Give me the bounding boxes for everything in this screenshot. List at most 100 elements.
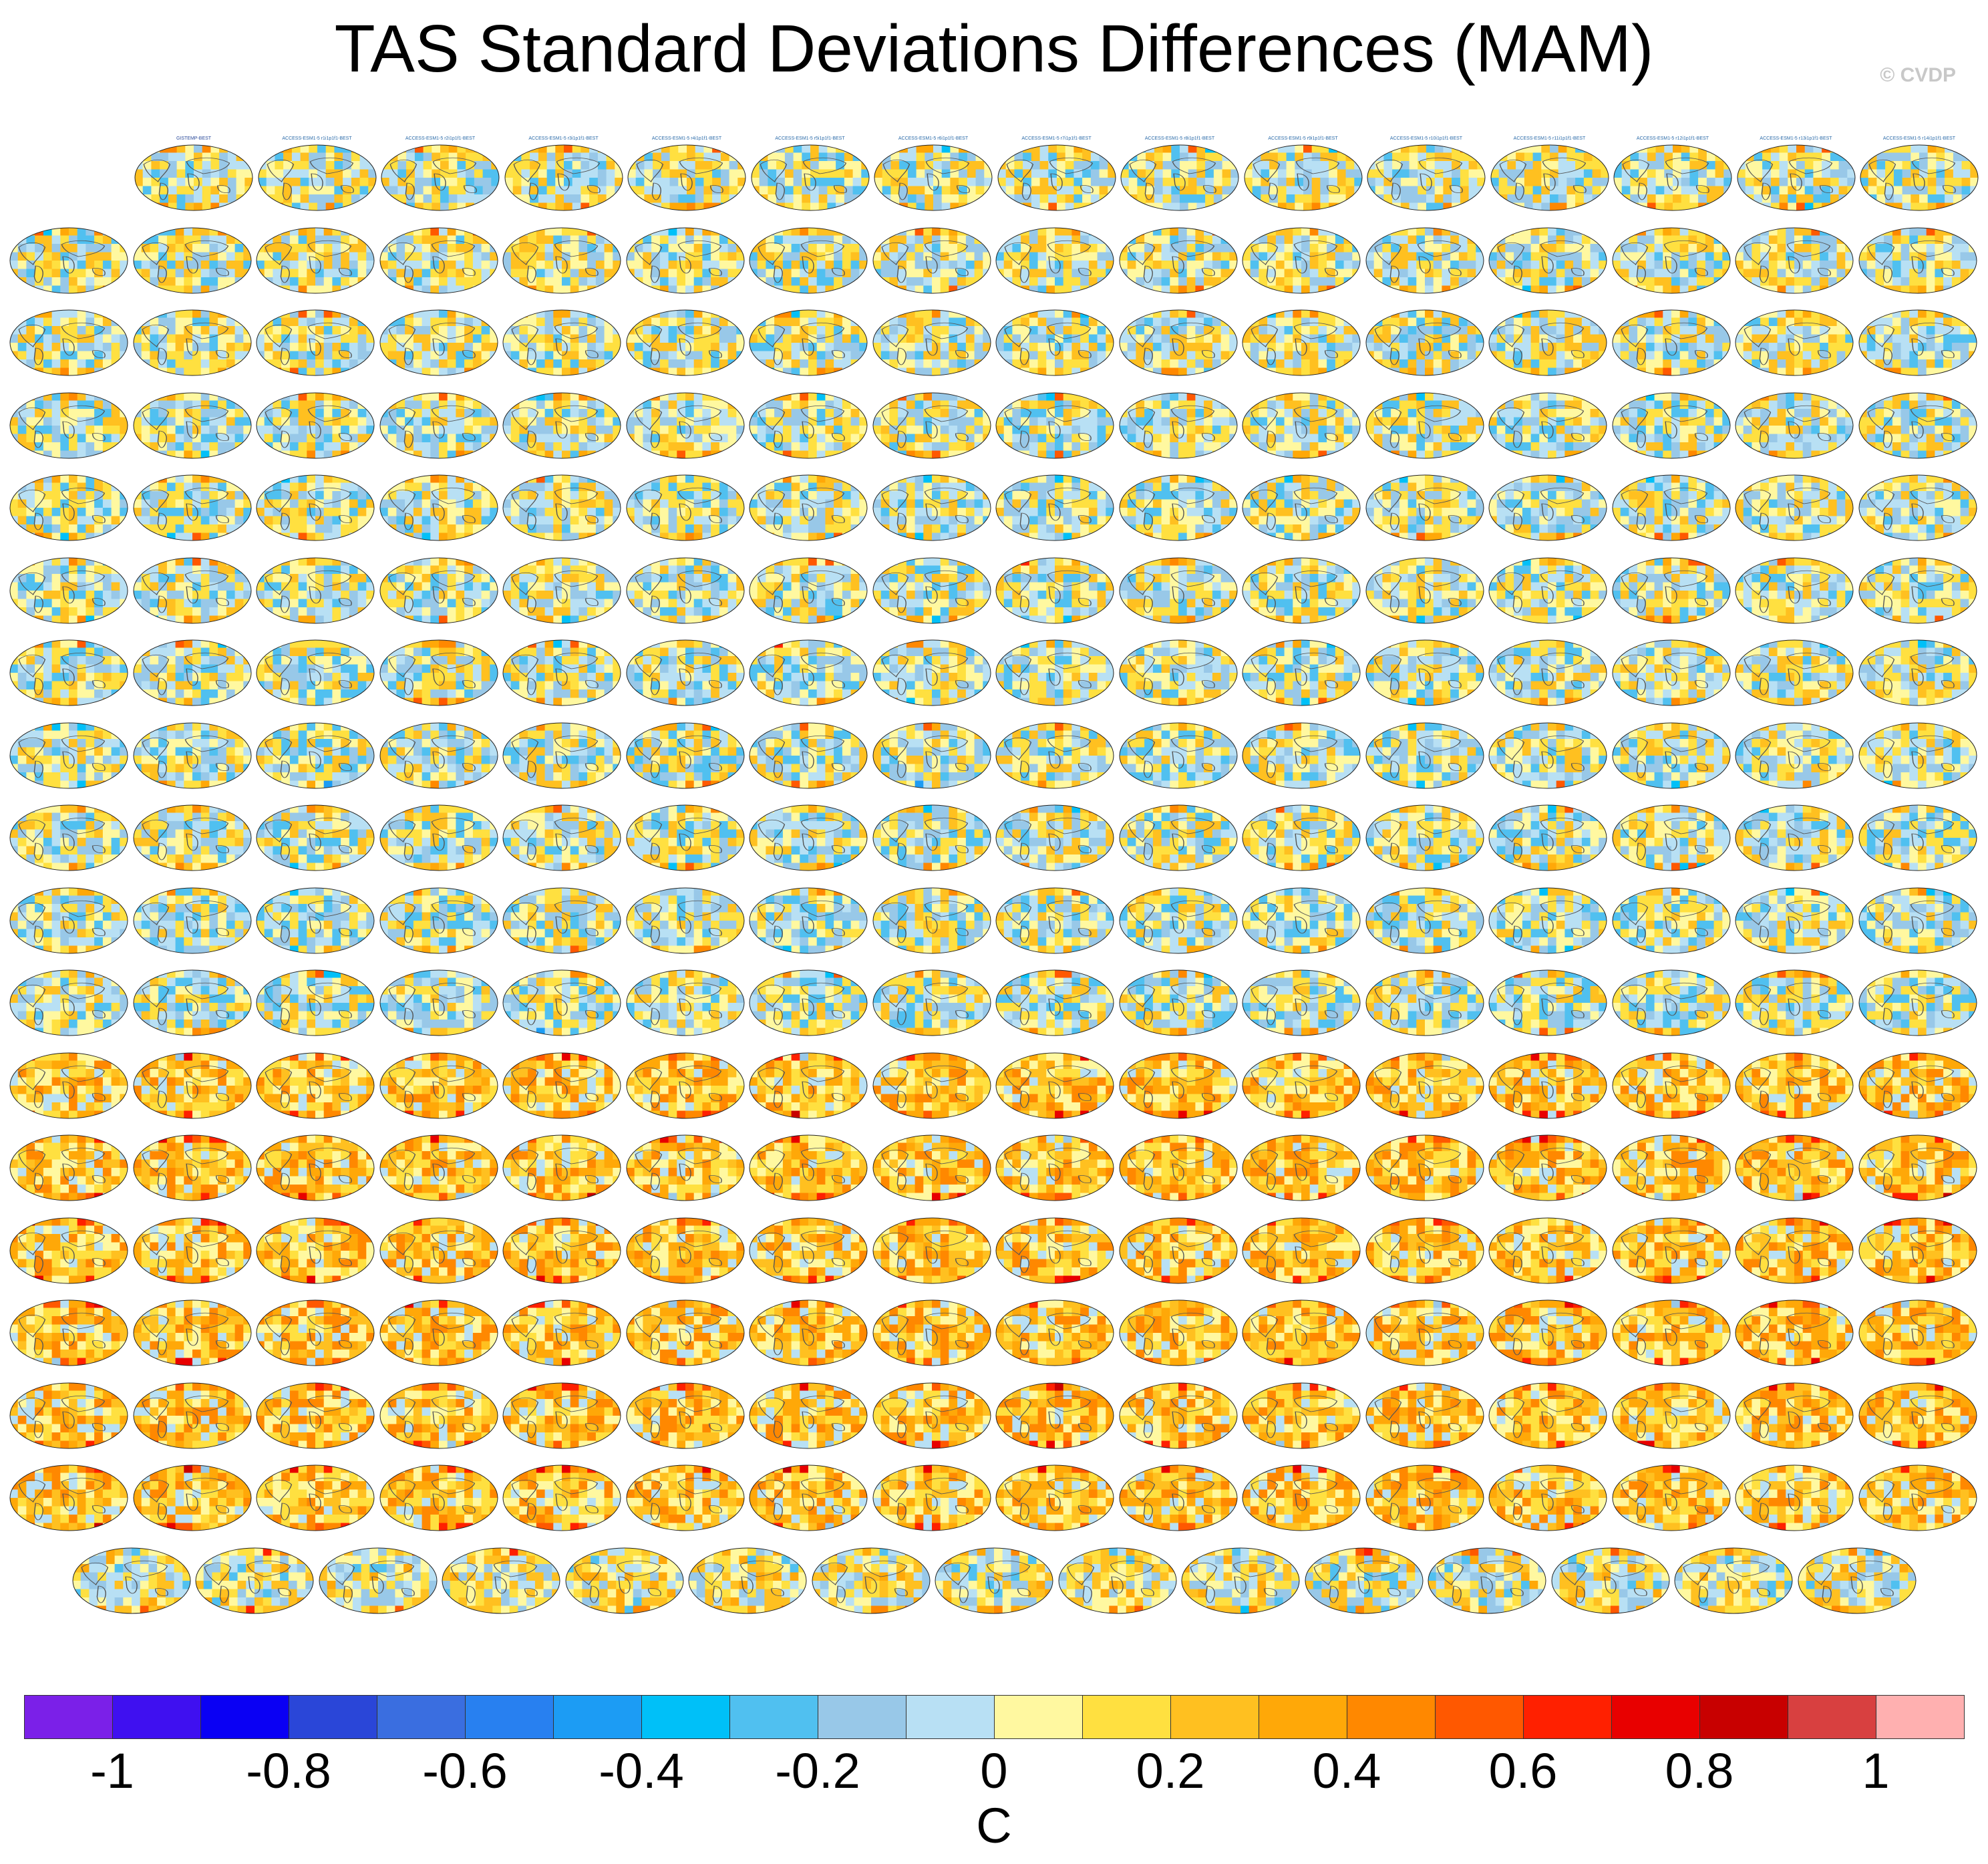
map-field-cell — [1874, 260, 1884, 269]
map-field-cell — [1127, 334, 1136, 343]
map-field-cell — [546, 194, 556, 204]
map-field-cell — [933, 161, 943, 170]
map-field-cell — [111, 334, 120, 343]
map-field-cell — [366, 343, 374, 352]
map-field-cell — [1566, 186, 1576, 195]
map-field-cell — [281, 343, 291, 352]
map-field-cell — [357, 351, 367, 360]
map-field-cell — [1673, 169, 1682, 178]
map-field-cell — [668, 285, 677, 293]
map-field-cell — [1664, 186, 1673, 195]
map-field-cell — [1630, 194, 1639, 204]
map-field-cell — [578, 227, 588, 236]
map-field-cell — [1286, 194, 1295, 204]
map-panel: ACCESS-ESM1-5 r2i1p1f1-BEST — [381, 136, 500, 211]
map-field-cell — [1186, 310, 1196, 319]
map-field-cell — [1786, 227, 1795, 236]
coastline — [634, 242, 662, 265]
map-field-cell — [1630, 161, 1639, 170]
map-field-cell — [1860, 202, 1869, 210]
map-field-cell — [1909, 277, 1919, 286]
coastline — [650, 265, 660, 283]
map-field-cell — [133, 310, 142, 319]
map-field-cell — [1467, 227, 1476, 236]
map-field-cell — [810, 186, 819, 195]
map-field-cell — [562, 343, 571, 352]
map-field-cell — [1951, 252, 1961, 261]
map-panel-label: ACCESS-ESM1-5 r13i1p1f1-BEST — [1737, 136, 1856, 142]
map-field-cell — [626, 317, 635, 327]
map-field-cell — [1671, 277, 1680, 286]
map-field-cell — [111, 277, 120, 286]
map-field-cell — [712, 186, 721, 195]
map-field-cell — [614, 152, 623, 162]
map-field-cell — [135, 178, 144, 187]
map-field-cell — [332, 235, 341, 245]
map-field-cell — [1600, 152, 1609, 162]
map-field-cell — [578, 235, 588, 245]
map-field-cell — [273, 310, 282, 319]
map-field-cell — [166, 326, 176, 335]
map-field-cell — [693, 310, 703, 319]
map-field-cell — [965, 252, 975, 261]
map-field-cell — [1135, 317, 1145, 327]
map-field-cell — [257, 343, 265, 352]
map-field-cell — [1220, 310, 1230, 319]
map-field-cell — [1468, 194, 1478, 204]
map-field-cell — [69, 310, 78, 319]
map-field-cell — [587, 260, 597, 269]
map-field-cell — [43, 351, 53, 360]
map-field-cell — [208, 310, 218, 319]
map-field-cell — [634, 227, 643, 236]
map-field-cell — [1477, 186, 1485, 195]
map-field-cell — [200, 260, 210, 269]
map-field-cell — [996, 285, 1005, 293]
map-field-cell — [1196, 202, 1206, 210]
map-field-cell — [1203, 277, 1212, 286]
map-field-cell — [1735, 260, 1744, 269]
map-panel-label: ACCESS-ESM1-5 r5i1p1f1-BEST — [751, 136, 870, 142]
map-field-cell — [1902, 145, 1911, 154]
map-field-cell — [158, 260, 167, 269]
map-field-cell — [1003, 367, 1013, 375]
map-field-cell — [1277, 202, 1287, 210]
map-field-cell — [1269, 186, 1278, 195]
map-field-cell — [242, 310, 251, 319]
map-field-cell — [185, 145, 194, 154]
map-field-cell — [1892, 227, 1901, 236]
map-field-cell — [474, 169, 484, 178]
map-field-cell — [757, 227, 766, 236]
map-field-cell — [1540, 178, 1550, 187]
map-field-cell — [572, 161, 581, 170]
map-field-cell — [447, 269, 456, 278]
map-field-cell — [448, 152, 458, 162]
map-field-cell — [975, 186, 985, 195]
map-field-cell — [750, 285, 758, 293]
map-field-cell — [1779, 178, 1788, 187]
map-field-cell — [422, 260, 431, 269]
map-field-cell — [906, 260, 915, 269]
map-field-cell — [737, 178, 746, 187]
map-field-cell — [784, 152, 794, 162]
map-field-cell — [1365, 285, 1374, 293]
map-field-cell — [1530, 235, 1540, 245]
map-field-cell — [1721, 235, 1730, 245]
map-field-cell — [1212, 317, 1221, 327]
map-field-cell — [874, 194, 883, 204]
map-field-cell — [26, 252, 35, 261]
map-field-cell — [1169, 367, 1179, 375]
map-field-cell — [1275, 243, 1285, 253]
map-field-cell — [996, 367, 1005, 375]
map-field-cell — [430, 351, 440, 360]
map-field-cell — [774, 260, 784, 269]
map-field-cell — [1460, 161, 1470, 170]
map-field-cell — [1186, 334, 1196, 343]
map-field-cell — [685, 317, 694, 327]
map-field-cell — [948, 317, 958, 327]
map-field-cell — [1005, 202, 1015, 210]
map-field-cell — [397, 145, 407, 154]
map-field-cell — [86, 269, 95, 278]
map-field-cell — [266, 194, 275, 204]
map-field-cell — [300, 161, 309, 170]
map-field-cell — [1581, 269, 1591, 278]
